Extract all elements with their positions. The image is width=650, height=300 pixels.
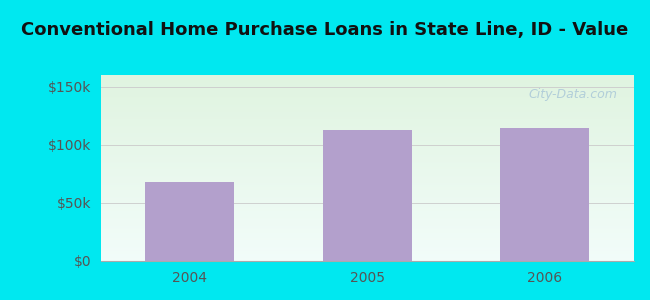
Text: Conventional Home Purchase Loans in State Line, ID - Value: Conventional Home Purchase Loans in Stat… xyxy=(21,21,629,39)
Text: City-Data.com: City-Data.com xyxy=(529,88,617,101)
Bar xyxy=(323,130,411,261)
Bar xyxy=(500,128,590,261)
Bar xyxy=(145,182,234,261)
